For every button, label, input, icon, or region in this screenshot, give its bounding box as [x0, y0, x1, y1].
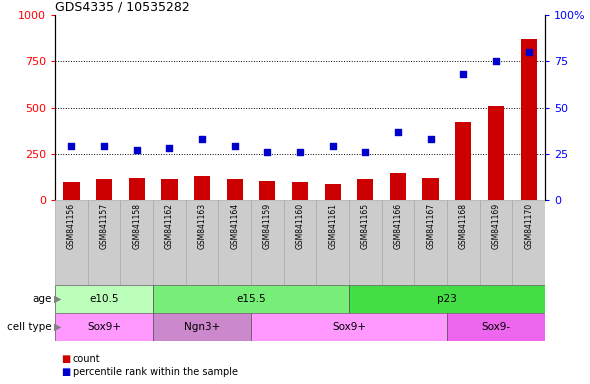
Text: Sox9-: Sox9-	[481, 322, 510, 332]
Text: Ngn3+: Ngn3+	[184, 322, 220, 332]
Text: e10.5: e10.5	[89, 294, 119, 304]
Bar	[390, 173, 406, 200]
Bar	[251, 200, 284, 285]
Point	[394, 129, 403, 135]
Bar	[520, 39, 537, 200]
Point	[524, 49, 533, 55]
Text: GSM841163: GSM841163	[198, 202, 206, 249]
Text: e15.5: e15.5	[236, 294, 266, 304]
Point	[165, 145, 174, 151]
Bar	[55, 313, 153, 341]
Text: GSM841169: GSM841169	[491, 202, 500, 249]
Bar	[88, 200, 120, 285]
Text: cell type: cell type	[8, 322, 52, 332]
Bar	[55, 285, 153, 313]
Point	[230, 143, 240, 149]
Text: GSM841168: GSM841168	[459, 202, 468, 248]
Text: age: age	[32, 294, 52, 304]
Point	[491, 58, 501, 65]
Bar	[63, 182, 80, 200]
Bar	[161, 179, 178, 200]
Text: GSM841156: GSM841156	[67, 202, 76, 249]
Bar	[422, 178, 439, 200]
Bar	[129, 178, 145, 200]
Text: GSM841165: GSM841165	[361, 202, 370, 249]
Text: Sox9+: Sox9+	[87, 322, 121, 332]
Bar	[120, 200, 153, 285]
Point	[197, 136, 206, 142]
Bar	[186, 200, 218, 285]
Text: GSM841158: GSM841158	[132, 202, 141, 248]
Bar	[284, 200, 316, 285]
Text: ▶: ▶	[54, 322, 62, 332]
Text: ■: ■	[61, 367, 70, 377]
Bar	[512, 200, 545, 285]
Bar	[324, 184, 341, 200]
Bar	[349, 200, 382, 285]
Bar	[292, 182, 308, 200]
Bar	[259, 181, 276, 200]
Text: percentile rank within the sample: percentile rank within the sample	[73, 367, 238, 377]
Text: count: count	[73, 354, 100, 364]
Point	[360, 149, 370, 155]
Bar	[480, 200, 512, 285]
Bar	[414, 200, 447, 285]
Text: GSM841162: GSM841162	[165, 202, 174, 248]
Text: Sox9+: Sox9+	[332, 322, 366, 332]
Text: GSM841167: GSM841167	[426, 202, 435, 249]
Text: ■: ■	[61, 354, 70, 364]
Text: GSM841170: GSM841170	[524, 202, 533, 249]
Bar	[447, 200, 480, 285]
Bar	[488, 106, 504, 200]
Text: GDS4335 / 10535282: GDS4335 / 10535282	[55, 1, 190, 14]
Bar	[316, 200, 349, 285]
Bar	[382, 200, 414, 285]
Text: GSM841160: GSM841160	[296, 202, 304, 249]
Point	[295, 149, 304, 155]
Bar	[218, 200, 251, 285]
Bar	[357, 179, 373, 200]
Text: ▶: ▶	[54, 294, 62, 304]
Bar	[153, 313, 251, 341]
Bar	[96, 179, 112, 200]
Bar	[349, 285, 545, 313]
Bar	[153, 285, 349, 313]
Bar	[55, 200, 88, 285]
Point	[263, 149, 272, 155]
Point	[132, 147, 142, 153]
Point	[426, 136, 435, 142]
Bar	[194, 176, 210, 200]
Bar	[227, 179, 243, 200]
Text: GSM841159: GSM841159	[263, 202, 272, 249]
Bar	[251, 313, 447, 341]
Text: GSM841166: GSM841166	[394, 202, 402, 249]
Bar	[455, 122, 471, 200]
Bar	[153, 200, 186, 285]
Point	[67, 143, 76, 149]
Point	[328, 143, 337, 149]
Point	[99, 143, 109, 149]
Bar	[447, 313, 545, 341]
Point	[458, 71, 468, 77]
Text: p23: p23	[437, 294, 457, 304]
Text: GSM841164: GSM841164	[230, 202, 239, 249]
Text: GSM841161: GSM841161	[328, 202, 337, 248]
Text: GSM841157: GSM841157	[100, 202, 109, 249]
